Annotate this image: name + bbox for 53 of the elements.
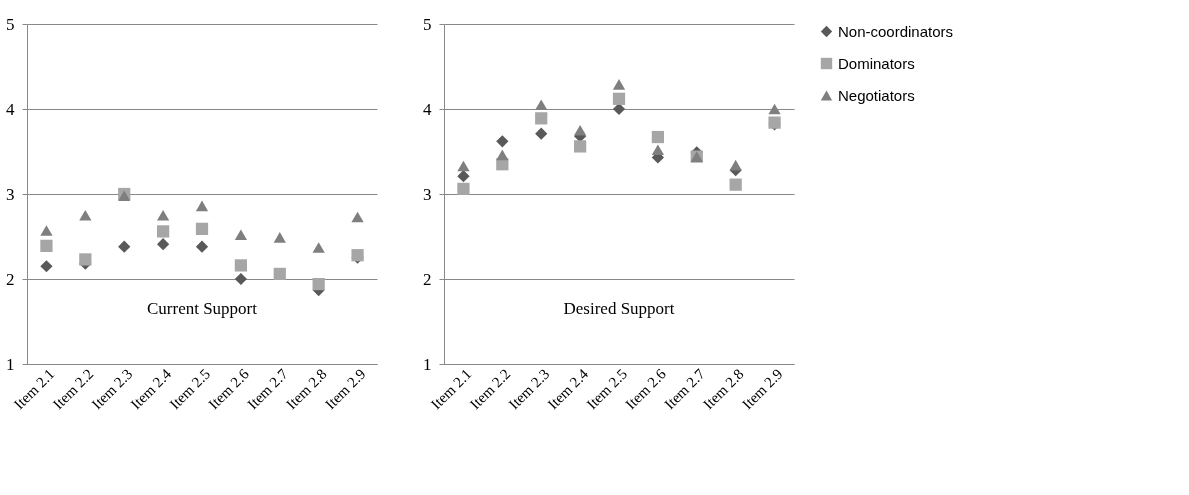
- point: [234, 259, 248, 272]
- y-tick-label: 4: [6, 99, 15, 119]
- legend-label: Dominators: [838, 54, 915, 72]
- point: [195, 222, 209, 235]
- text: Current Support: [146, 299, 258, 318]
- point: [612, 102, 626, 116]
- y-tick-label: 2: [423, 269, 432, 289]
- point: [535, 127, 548, 140]
- legend-label: Non-coordinators: [838, 22, 954, 40]
- y-tick-label: 1: [423, 354, 432, 374]
- point: [40, 225, 53, 236]
- point: [651, 130, 665, 144]
- point: [457, 170, 470, 183]
- text: Desired Support: [563, 299, 675, 318]
- point: [496, 135, 509, 148]
- point: [156, 209, 170, 221]
- point: [651, 144, 665, 156]
- point: [573, 124, 587, 136]
- point: [768, 103, 781, 115]
- point: [234, 272, 248, 286]
- point: [457, 160, 470, 172]
- point: [573, 140, 587, 153]
- y-tick-label: 4: [423, 99, 432, 119]
- point: [612, 79, 626, 90]
- point: [729, 178, 742, 191]
- point: [273, 267, 286, 281]
- y-tick-label: 5: [423, 14, 432, 34]
- point: [156, 225, 170, 238]
- point: [234, 229, 248, 241]
- y-tick-label: 2: [6, 269, 15, 289]
- point: [729, 159, 742, 171]
- point: [535, 99, 548, 111]
- y-tick-label: 1: [6, 354, 15, 374]
- point: [40, 239, 53, 252]
- point: [195, 240, 209, 253]
- point: [612, 92, 626, 105]
- point: [79, 253, 92, 266]
- point: [195, 200, 209, 212]
- point: [118, 240, 131, 253]
- point: [496, 149, 509, 161]
- point: [312, 277, 325, 291]
- point: [312, 242, 325, 253]
- legend-label: Negotiators: [838, 86, 915, 104]
- y-tick-label: 5: [6, 14, 15, 34]
- point: [40, 260, 53, 273]
- y-tick-label: 3: [423, 184, 432, 204]
- point: [79, 209, 92, 221]
- point: [535, 112, 548, 125]
- point: [156, 238, 170, 251]
- point: [457, 182, 470, 196]
- point: [351, 211, 364, 223]
- point: [273, 232, 286, 243]
- y-tick-label: 3: [6, 184, 15, 204]
